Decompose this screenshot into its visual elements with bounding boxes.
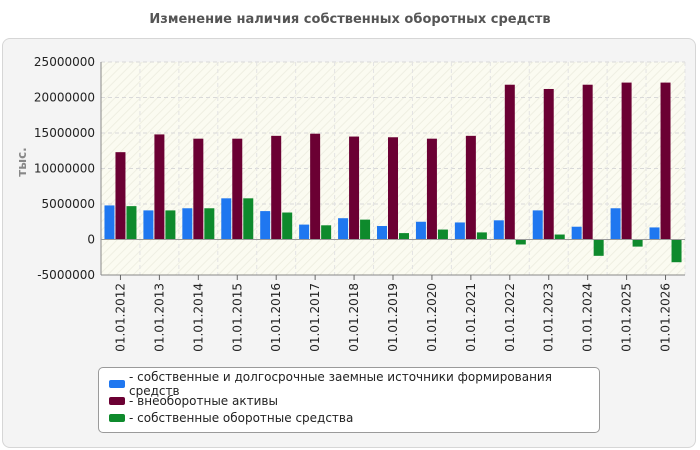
bar [493,220,504,240]
bar [299,224,310,240]
y-tick-label: 25000000 [34,55,95,69]
bar [554,234,565,240]
bar [543,88,554,240]
bar [632,239,643,247]
bar [610,208,621,240]
y-tick-label: 10000000 [34,162,95,176]
y-tick-label: -5000000 [37,268,95,282]
bar [360,219,371,240]
bar [243,198,254,240]
legend-item: - внеоборотные активы [109,392,599,409]
bar [338,218,349,240]
bar [415,221,426,240]
bar [671,239,682,263]
bar [126,206,137,240]
bar [104,205,115,240]
bar [321,225,332,240]
chart-title: Изменение наличия собственных оборотных … [149,12,551,27]
bar [193,138,204,240]
bar [165,210,176,240]
bar [260,211,271,240]
bar [271,135,282,240]
bar [571,226,582,240]
bar [437,229,448,240]
bar [388,137,398,240]
legend-label: - собственные и долгосрочные заемные ист… [129,369,552,398]
bar [154,134,165,240]
x-tick-label: 01.01.2015 [230,283,244,352]
bar [454,222,465,240]
bar [582,84,593,240]
x-tick-label: 01.01.2016 [269,283,283,352]
tick-labels: -5000000 0 5000000 10000000 15000000 20000000… [34,55,673,352]
bar [182,208,193,240]
x-tick-label: 01.01.2022 [503,283,517,352]
x-tick-label: 01.01.2024 [581,283,595,352]
bar [426,138,437,240]
x-tick-label: 01.01.2021 [464,283,478,352]
bar [504,84,515,240]
bar [649,227,660,240]
bar [282,212,293,240]
y-axis-label: тыс. [15,147,29,176]
legend-swatch-sources [109,379,125,388]
bar [232,138,243,240]
y-tick-label: 5000000 [42,197,95,211]
bar [115,152,126,240]
x-tick-label: 01.01.2018 [347,283,361,352]
bar [377,226,387,240]
bar [221,198,232,240]
x-tick-label: 01.01.2014 [191,283,205,352]
x-tick-label: 01.01.2017 [308,283,322,352]
bar [465,135,476,240]
bar [143,210,154,240]
bar [399,233,409,240]
bar [532,210,543,240]
legend-swatch-working-capital [109,413,125,422]
legend-item: - собственные и долгосрочные заемные ист… [109,370,599,398]
y-tick-label: 20000000 [34,91,95,105]
x-tick-label: 01.01.2012 [113,283,127,352]
x-tick-label: 01.01.2026 [659,283,673,352]
x-tick-label: 01.01.2020 [425,283,439,352]
legend-label: - собственные оборотные средства [129,410,354,425]
bar [349,136,360,240]
bar [310,133,321,240]
bar [515,239,526,245]
x-tick-label: 01.01.2023 [542,283,556,352]
bar [204,208,215,240]
x-tick-label: 01.01.2025 [620,283,634,352]
bar [660,82,671,240]
bar [476,232,487,240]
legend-swatch-noncurrent-assets [109,396,125,405]
bars [104,82,682,263]
legend-label: - внеоборотные активы [129,393,278,408]
x-tick-label: 01.01.2013 [152,283,166,352]
bar [593,239,604,256]
legend-item: - собственные оборотные средства [109,409,599,426]
y-tick-label: 15000000 [34,126,95,140]
x-tick-label: 01.01.2019 [386,283,400,352]
bar [621,82,632,240]
legend: - собственные и долгосрочные заемные ист… [98,367,600,433]
y-tick-label: 0 [87,233,95,247]
